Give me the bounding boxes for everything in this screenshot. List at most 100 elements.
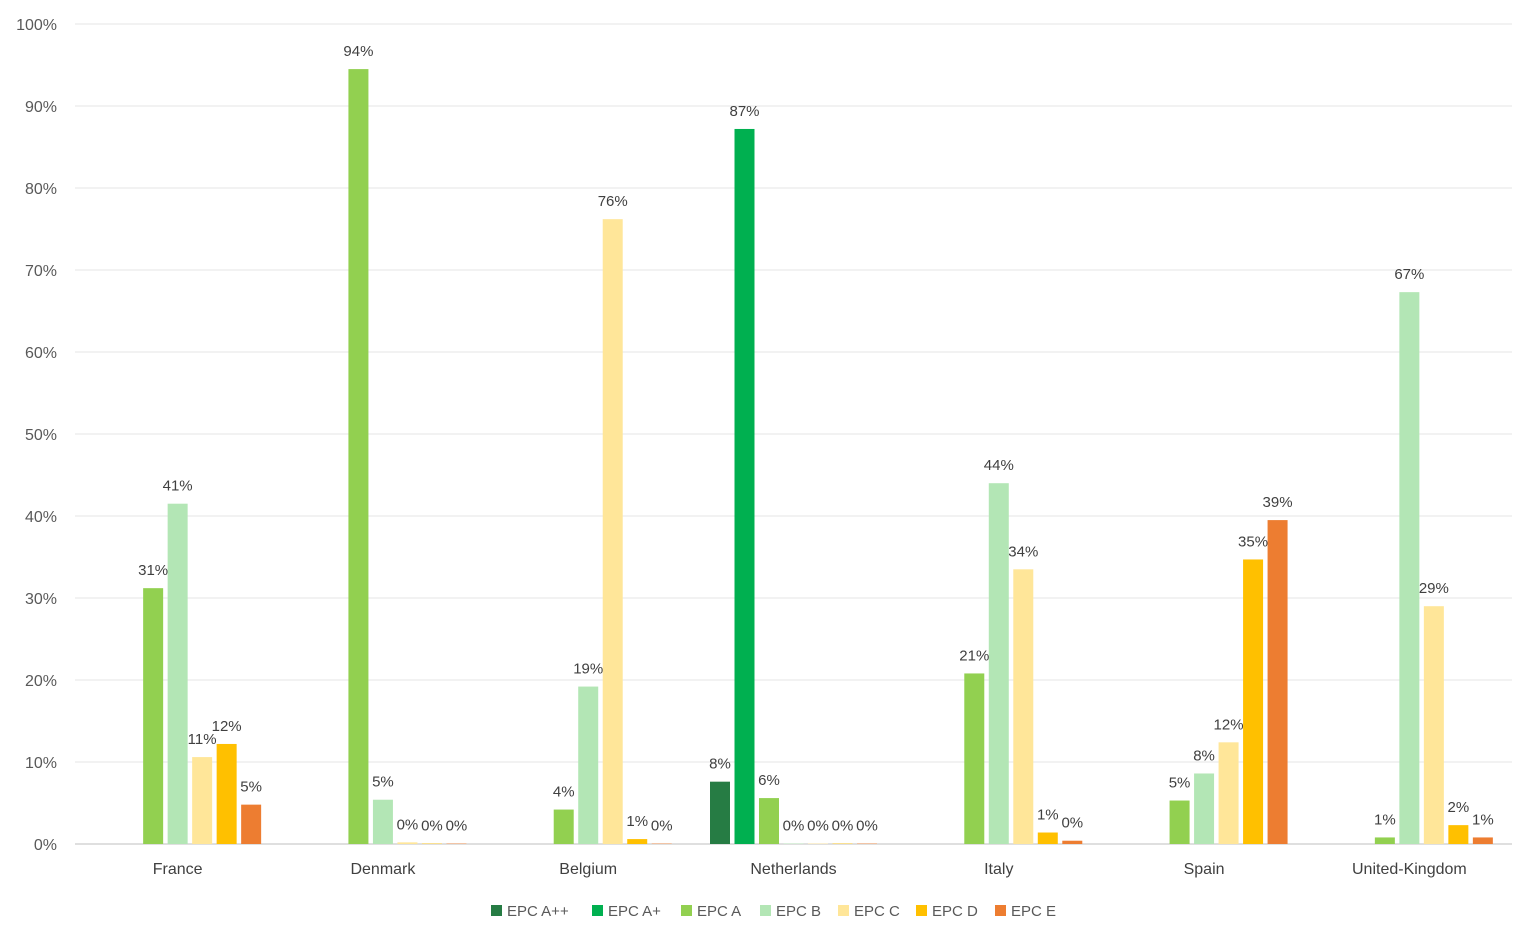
legend-label: EPC D: [932, 903, 978, 920]
data-label: 1%: [1037, 807, 1059, 824]
legend-swatch: [916, 905, 927, 916]
bar: [1424, 606, 1444, 844]
legend-swatch: [838, 905, 849, 916]
legend-swatch: [592, 905, 603, 916]
data-label: 2%: [1448, 799, 1470, 816]
bar: [143, 588, 163, 844]
data-label: 0%: [856, 818, 878, 835]
data-label: 21%: [959, 647, 989, 664]
category-label: Denmark: [350, 861, 416, 878]
legend-swatch: [491, 905, 502, 916]
data-label: 0%: [1061, 815, 1083, 832]
bar: [1194, 773, 1214, 844]
bar: [627, 839, 647, 844]
gridlines: [75, 24, 1512, 844]
bar: [989, 483, 1009, 844]
bar: [217, 744, 237, 844]
bar: [1268, 520, 1288, 844]
data-label: 29%: [1419, 580, 1449, 597]
bar: [1062, 841, 1082, 844]
y-tick-label: 20%: [25, 673, 57, 690]
bar: [192, 757, 212, 844]
y-tick-label: 70%: [25, 263, 57, 280]
y-tick-label: 50%: [25, 427, 57, 444]
data-label: 94%: [343, 43, 373, 60]
legend-label: EPC B: [776, 903, 821, 920]
legend-label: EPC C: [854, 903, 900, 920]
y-tick-label: 60%: [25, 345, 57, 362]
y-tick-label: 0%: [34, 837, 57, 854]
data-label: 19%: [573, 661, 603, 678]
data-label: 39%: [1263, 494, 1293, 511]
data-label: 67%: [1394, 266, 1424, 283]
data-label: 5%: [240, 779, 262, 796]
y-tick-label: 80%: [25, 181, 57, 198]
category-label: Italy: [984, 861, 1013, 878]
bar: [554, 810, 574, 844]
bar: [578, 687, 598, 844]
data-label: 0%: [807, 818, 829, 835]
bar: [168, 504, 188, 844]
legend-label: EPC E: [1011, 903, 1056, 920]
data-labels: 31%41%11%12%5%94%5%0%0%0%4%19%76%1%0%8%8…: [138, 43, 1494, 834]
category-label: Belgium: [559, 861, 617, 878]
bar: [1448, 825, 1468, 844]
data-label: 8%: [1193, 747, 1215, 764]
data-label: 31%: [138, 562, 168, 579]
legend-label: EPC A+: [608, 903, 661, 920]
category-label: France: [153, 861, 203, 878]
y-tick-label: 40%: [25, 509, 57, 526]
y-tick-label: 90%: [25, 99, 57, 116]
data-label: 87%: [729, 103, 759, 120]
category-label: United-Kingdom: [1352, 861, 1467, 878]
data-label: 0%: [397, 816, 419, 833]
category-label: Spain: [1184, 861, 1225, 878]
x-axis-category-labels: France Denmark Belgium Netherlands Italy Spai…: [153, 861, 1467, 878]
category-label: Netherlands: [750, 861, 836, 878]
bar: [1170, 801, 1190, 844]
data-label: 5%: [1169, 775, 1191, 792]
bar: [241, 805, 261, 844]
bar: [1243, 559, 1263, 844]
bar: [964, 673, 984, 844]
data-label: 1%: [1472, 811, 1494, 828]
bar: [373, 800, 393, 844]
bar: [759, 798, 779, 844]
bar: [710, 782, 730, 844]
y-tick-label: 30%: [25, 591, 57, 608]
data-label: 0%: [446, 818, 468, 835]
bar: [1375, 837, 1395, 844]
bar: [735, 129, 755, 844]
data-label: 6%: [758, 772, 780, 789]
data-label: 5%: [372, 774, 394, 791]
bar: [603, 219, 623, 844]
data-label: 41%: [163, 478, 193, 495]
data-label: 0%: [421, 818, 443, 835]
bars: [143, 69, 1493, 844]
data-label: 8%: [709, 756, 731, 773]
data-label: 12%: [212, 718, 242, 735]
data-label: 35%: [1238, 533, 1268, 550]
bar: [348, 69, 368, 844]
data-label: 0%: [783, 818, 805, 835]
bar: [397, 842, 417, 844]
data-label: 0%: [651, 818, 673, 835]
y-axis-tick-labels: 0% 10% 20% 30% 40% 50% 60% 70% 80% 90% 100%: [16, 17, 57, 854]
legend-label: EPC A++: [507, 903, 569, 920]
data-label: 44%: [984, 457, 1014, 474]
data-label: 12%: [1214, 716, 1244, 733]
data-label: 4%: [553, 784, 575, 801]
bar: [1038, 833, 1058, 844]
data-label: 34%: [1008, 543, 1038, 560]
legend-swatch: [681, 905, 692, 916]
legend-swatch: [760, 905, 771, 916]
y-tick-label: 10%: [25, 755, 57, 772]
data-label: 76%: [598, 193, 628, 210]
y-tick-label: 100%: [16, 17, 57, 34]
bar: [1399, 292, 1419, 844]
data-label: 0%: [832, 818, 854, 835]
bar: [1473, 837, 1493, 844]
